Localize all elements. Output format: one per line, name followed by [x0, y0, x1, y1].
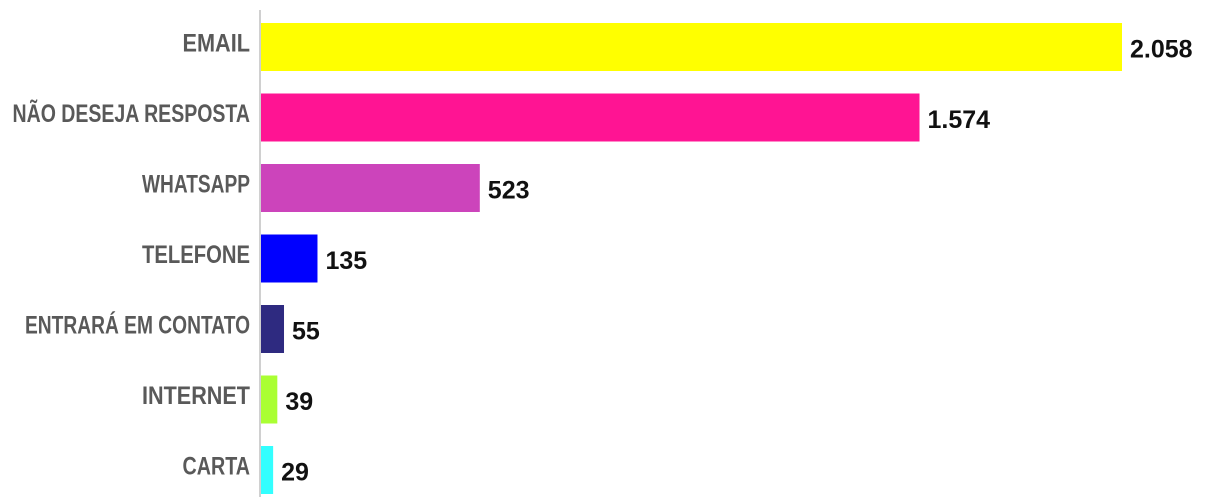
bar-0 [261, 23, 1122, 71]
bar-3 [261, 234, 318, 283]
value-label-0: 2.058 [1130, 36, 1193, 64]
value-label-1: 1.574 [928, 106, 991, 134]
bars-group [261, 23, 1122, 494]
category-label-2: WHATSAPP [142, 171, 250, 199]
bar-4 [261, 305, 285, 353]
value-labels-group: 2.058 1.574 523 135 55 39 29 [281, 36, 1193, 487]
value-label-2: 523 [488, 177, 530, 205]
value-label-3: 135 [325, 247, 367, 275]
value-label-5: 39 [285, 388, 313, 416]
category-labels-group: EMAIL NÃO DESEJA RESPOSTA WHATSAPP TELEFONE… [13, 30, 251, 481]
value-label-4: 55 [292, 318, 320, 346]
category-label-4: ENTRARÁ EM CONTATO [25, 311, 250, 340]
category-label-5: INTERNET [142, 382, 250, 410]
category-label-0: EMAIL [183, 30, 251, 58]
value-label-6: 29 [281, 459, 309, 487]
category-label-6: CARTA [183, 453, 251, 481]
bar-2 [261, 164, 480, 212]
category-label-1: NÃO DESEJA RESPOSTA [13, 98, 251, 128]
bar-5 [261, 375, 278, 424]
bar-1 [261, 93, 920, 142]
bar-6 [261, 446, 274, 494]
category-label-3: TELEFONE [142, 241, 250, 269]
